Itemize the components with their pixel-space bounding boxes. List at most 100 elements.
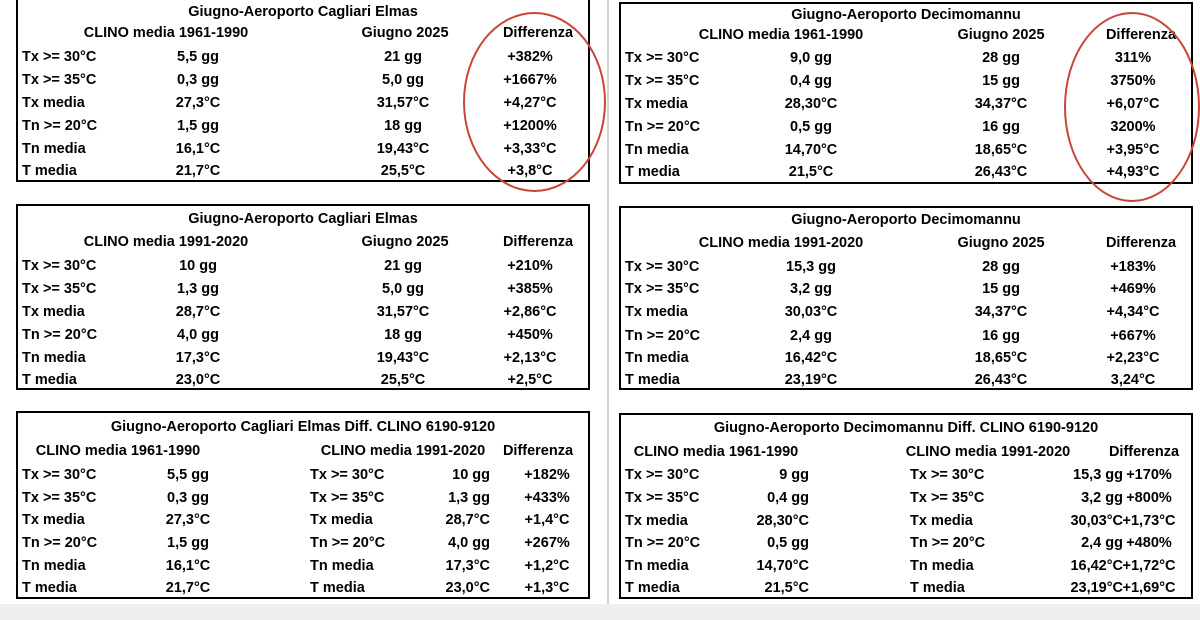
cell-clino-1991-2020: 17,3°C: [445, 558, 491, 574]
cell-diff: +1,72°C: [1122, 558, 1176, 574]
bottom-scroll-strip: [0, 604, 1200, 620]
cell-clino: 3,2 gg: [790, 281, 832, 297]
cell-clino-1991-2020: 23,19°C: [1070, 580, 1123, 596]
table-decimomannu-diff-clino: Giugno-Aeroporto Decimomannu Diff. CLINO…: [619, 413, 1193, 599]
header-clino-1961-1990: CLINO media 1961-1990: [633, 444, 799, 460]
cell-clino: 0,3 gg: [177, 72, 219, 88]
cell-clino: 2,4 gg: [790, 328, 832, 344]
row-label: Tn >= 20°C: [22, 118, 98, 134]
cell-diff: +2,23°C: [1106, 350, 1160, 366]
cell-clino-1991-2020: 3,2 gg: [1081, 490, 1123, 506]
cell-clino-1961-1990: 27,3°C: [165, 512, 211, 528]
row-label-right: Tx media: [310, 512, 373, 528]
cell-giugno: 19,43°C: [376, 141, 430, 157]
cell-clino: 16,42°C: [784, 350, 838, 366]
cell-clino-1991-2020: 16,42°C: [1070, 558, 1123, 574]
cell-clino-1961-1990: 9 gg: [779, 467, 809, 483]
cell-giugno: 34,37°C: [974, 304, 1028, 320]
cell-diff: +3,8°C: [507, 163, 553, 179]
cell-clino: 23,19°C: [784, 372, 838, 388]
cell-diff: +1,3°C: [524, 580, 570, 596]
header-clino-1991-2020: CLINO media 1991-2020: [320, 443, 486, 459]
cell-clino-1961-1990: 21,5°C: [764, 580, 810, 596]
row-label-left: T media: [22, 580, 77, 596]
cell-diff: +469%: [1110, 281, 1156, 297]
cell-clino-1961-1990: 0,5 gg: [767, 535, 809, 551]
row-label: Tx media: [625, 96, 688, 112]
row-label: Tx >= 30°C: [22, 258, 97, 274]
row-label: T media: [22, 372, 77, 388]
row-label: T media: [625, 164, 680, 180]
row-label-left: Tx >= 35°C: [625, 490, 700, 506]
cell-clino-1961-1990: 21,7°C: [165, 580, 211, 596]
cell-diff: +2,13°C: [503, 350, 557, 366]
cell-clino: 16,1°C: [175, 141, 221, 157]
cell-giugno: 28 gg: [982, 50, 1020, 66]
table-title: Giugno-Aeroporto Cagliari Elmas: [188, 4, 418, 20]
row-label: Tx >= 30°C: [625, 259, 700, 275]
cell-diff: +1,4°C: [524, 512, 570, 528]
cell-diff: +667%: [1110, 328, 1156, 344]
cell-diff: +170%: [1126, 467, 1172, 483]
table-title: Giugno-Aeroporto Decimomannu: [791, 7, 1021, 23]
cell-clino: 14,70°C: [784, 142, 838, 158]
table-title: Giugno-Aeroporto Decimomannu: [791, 212, 1021, 228]
row-label-left: Tx >= 35°C: [22, 490, 97, 506]
cell-clino: 17,3°C: [175, 350, 221, 366]
cell-giugno: 18 gg: [384, 118, 422, 134]
cell-giugno: 26,43°C: [974, 164, 1028, 180]
cell-clino: 28,30°C: [784, 96, 838, 112]
cell-clino: 30,03°C: [784, 304, 838, 320]
row-label: Tx >= 30°C: [22, 49, 97, 65]
cell-diff: +480%: [1126, 535, 1172, 551]
cell-giugno: 26,43°C: [974, 372, 1028, 388]
cell-clino-1991-2020: 4,0 gg: [448, 535, 490, 551]
cell-diff: +4,27°C: [503, 95, 557, 111]
row-label: Tx media: [625, 304, 688, 320]
cell-giugno: 5,0 gg: [382, 281, 424, 297]
row-label-right: Tn media: [910, 558, 974, 574]
cell-clino-1991-2020: 15,3 gg: [1073, 467, 1123, 483]
cell-clino-1991-2020: 23,0°C: [445, 580, 491, 596]
cell-clino-1991-2020: 28,7°C: [445, 512, 491, 528]
cell-diff: 3,24°C: [1110, 372, 1156, 388]
header-clino-1991-2020: CLINO media 1991-2020: [905, 444, 1071, 460]
row-label-right: Tx >= 35°C: [910, 490, 985, 506]
cell-giugno: 18,65°C: [974, 350, 1028, 366]
cell-diff: +800%: [1126, 490, 1172, 506]
cell-diff: +6,07°C: [1106, 96, 1160, 112]
cell-giugno: 15 gg: [982, 73, 1020, 89]
cell-clino: 23,0°C: [175, 372, 221, 388]
header-clino: CLINO media 1961-1990: [83, 25, 249, 41]
cell-diff: +3,95°C: [1106, 142, 1160, 158]
cell-giugno: 15 gg: [982, 281, 1020, 297]
table-title: Giugno-Aeroporto Cagliari Elmas Diff. CL…: [110, 419, 496, 435]
header-giugno: Giugno 2025: [957, 235, 1045, 251]
row-label: T media: [22, 163, 77, 179]
cell-clino-1991-2020: 2,4 gg: [1081, 535, 1123, 551]
cell-giugno: 25,5°C: [380, 163, 426, 179]
row-label: Tn media: [22, 141, 86, 157]
cell-clino: 0,4 gg: [790, 73, 832, 89]
cell-giugno: 16 gg: [982, 119, 1020, 135]
cell-diff: +450%: [507, 327, 553, 343]
cell-giugno: 34,37°C: [974, 96, 1028, 112]
row-label-left: Tn media: [625, 558, 689, 574]
header-giugno: Giugno 2025: [361, 25, 449, 41]
cell-clino-1961-1990: 0,4 gg: [767, 490, 809, 506]
row-label-right: T media: [310, 580, 365, 596]
row-label: Tx >= 35°C: [22, 281, 97, 297]
cell-clino: 1,5 gg: [177, 118, 219, 134]
table-decimomannu-1961-1990: Giugno-Aeroporto Decimomannu CLINO media…: [619, 2, 1193, 184]
cell-clino: 4,0 gg: [177, 327, 219, 343]
cell-diff: +183%: [1110, 259, 1156, 275]
cell-diff: +385%: [507, 281, 553, 297]
cell-diff: +433%: [524, 490, 570, 506]
row-label-right: Tx >= 30°C: [910, 467, 985, 483]
cell-giugno: 25,5°C: [380, 372, 426, 388]
row-label: Tn >= 20°C: [625, 119, 701, 135]
cell-diff: +1200%: [503, 118, 557, 134]
row-label-left: Tn >= 20°C: [625, 535, 701, 551]
header-clino: CLINO media 1991-2020: [83, 234, 249, 250]
row-label-right: Tx >= 35°C: [310, 490, 385, 506]
